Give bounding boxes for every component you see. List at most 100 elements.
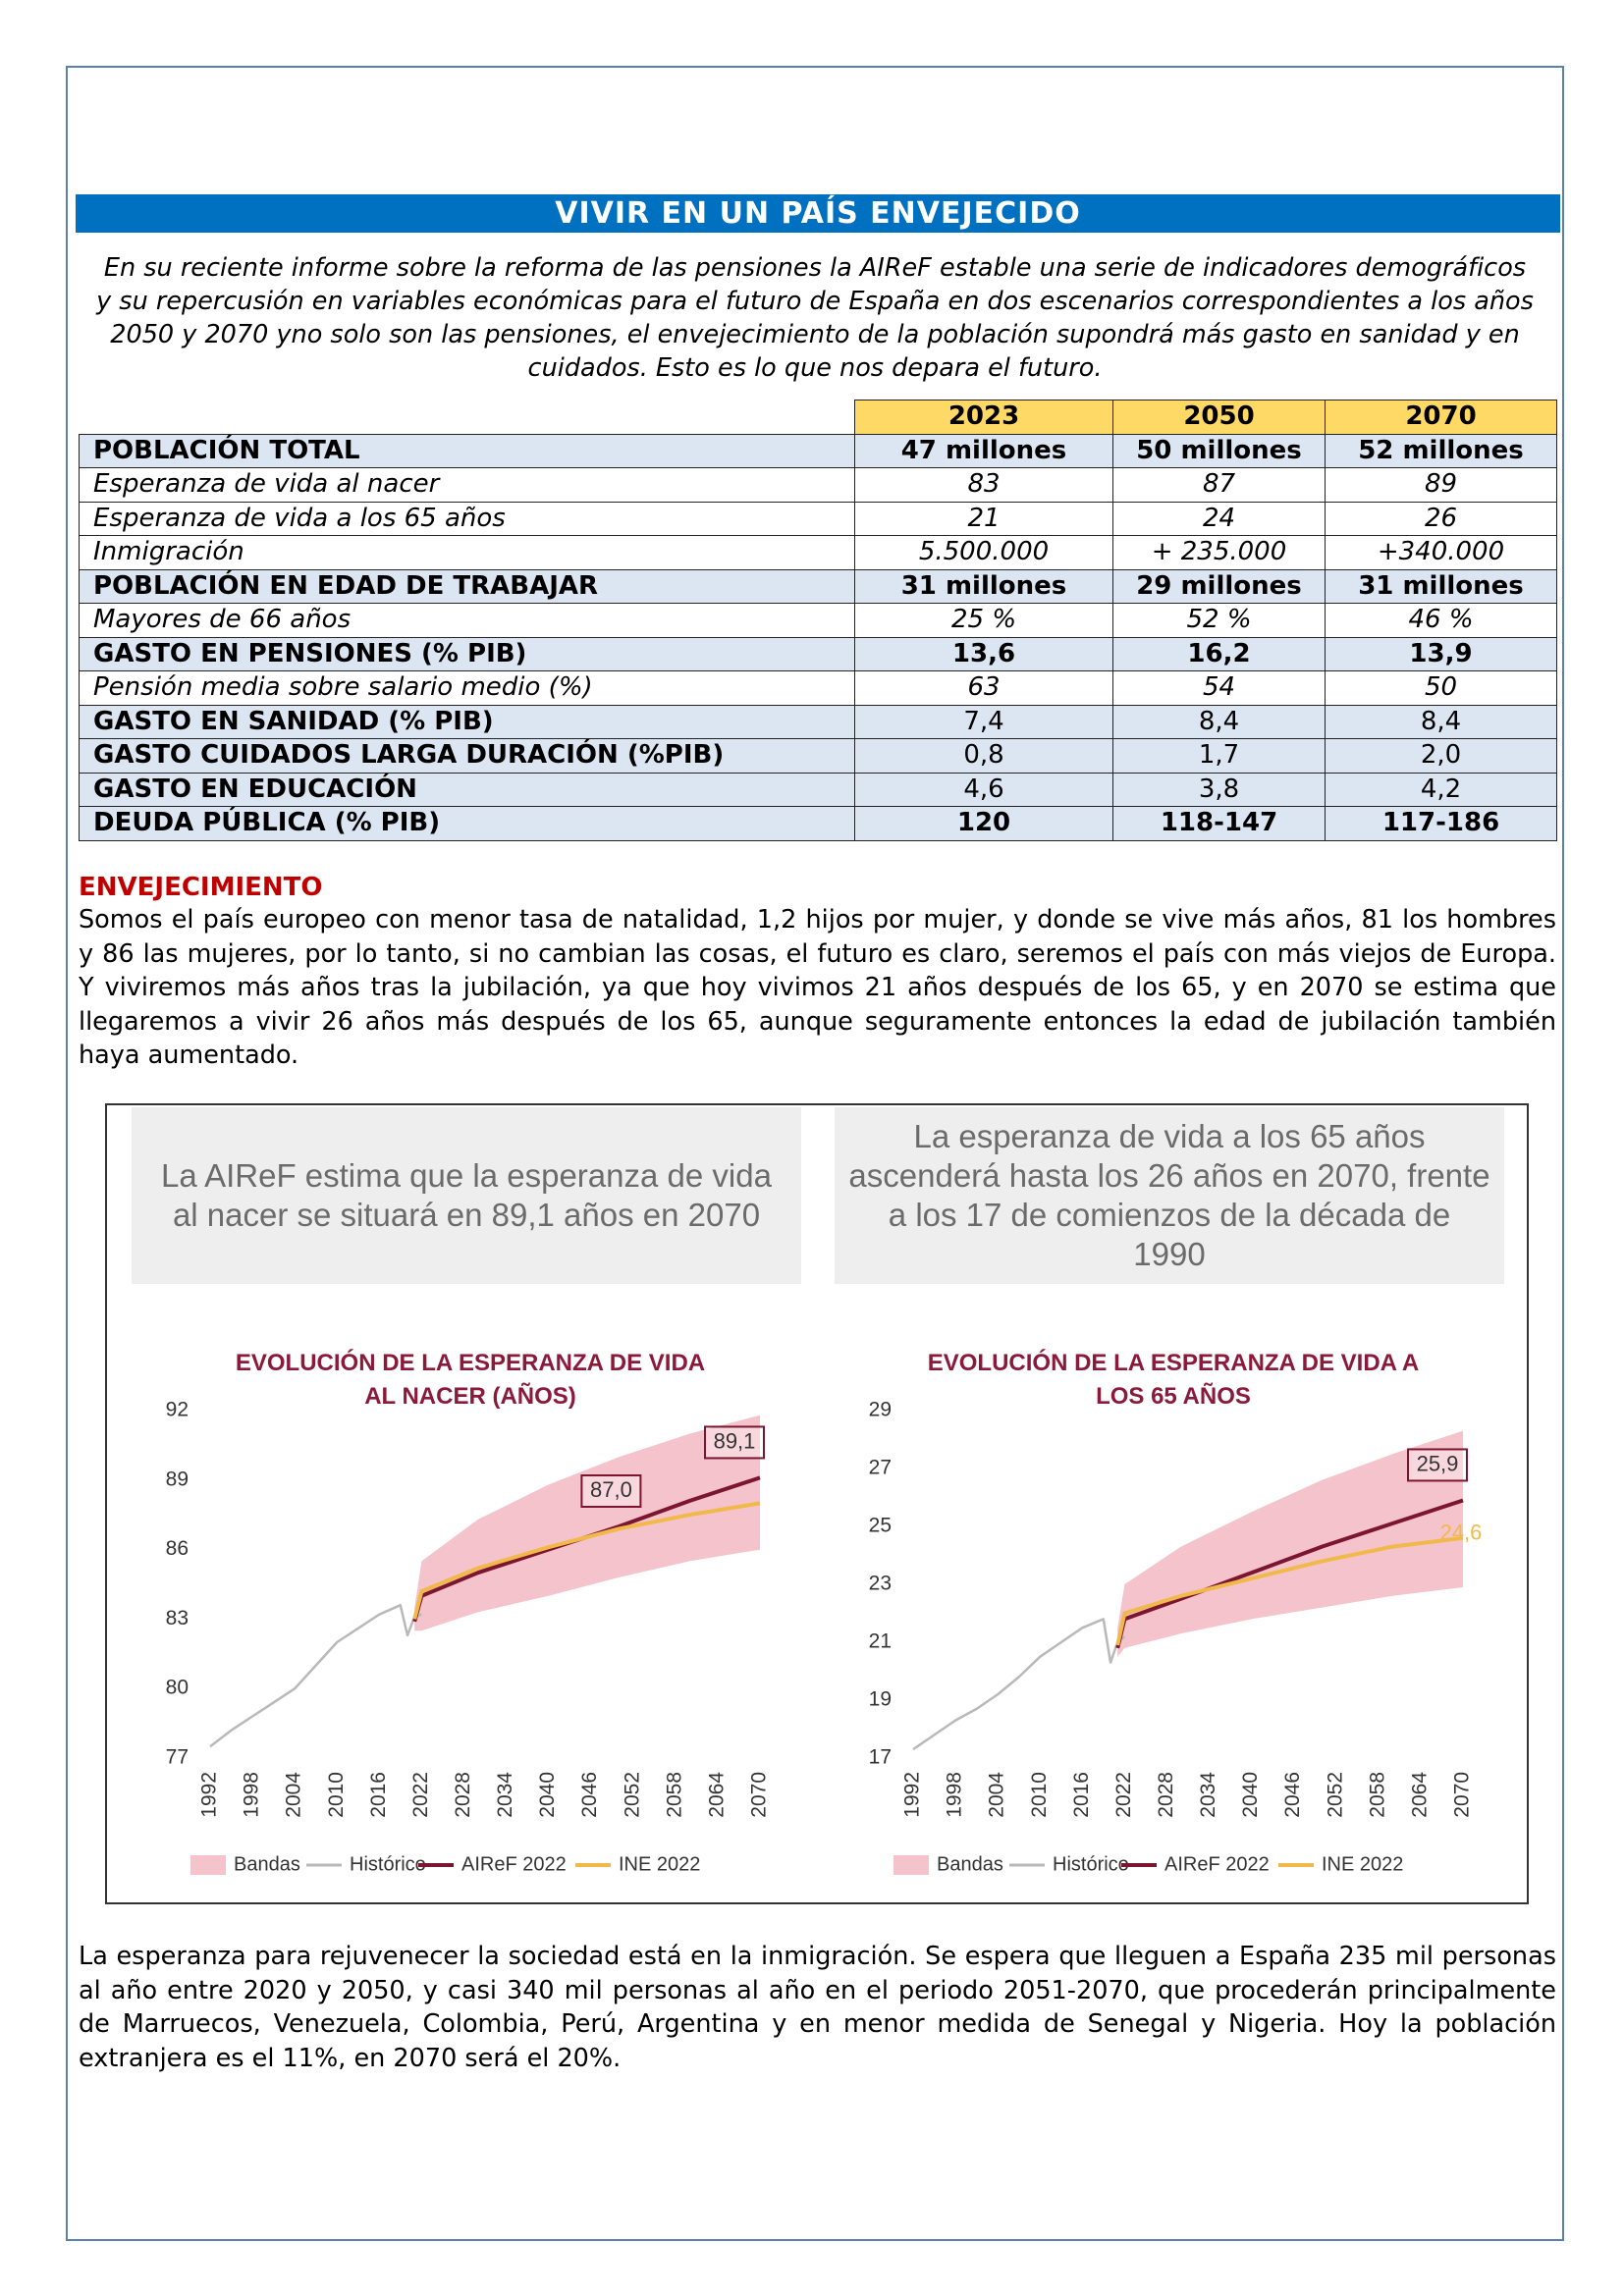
x-tick-label: 2016	[1070, 1772, 1093, 1818]
y-tick-label: 21	[869, 1630, 892, 1653]
x-tick-label: 2040	[1239, 1772, 1262, 1818]
legend-label: AIReF 2022	[461, 1853, 567, 1875]
legend-label: Histórico	[350, 1853, 426, 1875]
x-tick-label: 2004	[283, 1772, 305, 1818]
table-cell: +340.000	[1325, 535, 1557, 570]
x-tick-label: 2034	[494, 1772, 516, 1818]
value-label-box	[580, 1474, 642, 1508]
table-row: Esperanza de vida al nacer 83 87 89	[79, 467, 1557, 503]
title-bar: VIVIR EN UN PAÍS ENVEJECIDO	[76, 194, 1560, 233]
chart-title: EVOLUCIÓN DE LA ESPERANZA DE VIDA AL NAC…	[235, 1350, 706, 1410]
table-cell: 120	[854, 806, 1113, 841]
indicators-table: 2023 2050 2070 POBLACIÓN TOTAL 47 millones 5…	[79, 400, 1557, 841]
legend-label: Histórico	[1053, 1853, 1129, 1875]
x-tick-label: 2058	[1366, 1772, 1388, 1818]
blank-cell	[80, 400, 855, 435]
chart: 77 80 83 86 89 92 1992 1998 2004 2010 2016 2022 2028…	[166, 1399, 771, 1876]
table-cell: 89	[1325, 467, 1557, 503]
table-cell: 47 millones	[854, 433, 1113, 468]
y-tick-label: 92	[166, 1399, 189, 1421]
table-cell: 0,8	[854, 738, 1113, 774]
table-cell: 50	[1325, 670, 1557, 706]
x-tick-label: 2052	[621, 1772, 643, 1818]
table-cell: 52 %	[1112, 603, 1326, 638]
y-tick-label: 83	[166, 1607, 189, 1629]
x-tick-label: 2004	[986, 1772, 1008, 1818]
legend-label: Bandas	[234, 1853, 300, 1875]
y-tick-label: 19	[869, 1688, 892, 1711]
paragraph: Somos el país europeo con menor tasa de …	[79, 905, 1556, 1070]
x-tick-label: 2016	[367, 1772, 390, 1818]
x-tick-label: 2028	[1155, 1772, 1177, 1818]
x-tick-label: 2022	[1112, 1772, 1135, 1818]
row-label: GASTO EN PENSIONES (% PIB)	[79, 636, 855, 671]
row-label: POBLACIÓN EN EDAD DE TRABAJAR	[79, 568, 855, 604]
legend-label: INE 2022	[619, 1853, 700, 1875]
table-cell: 8,4	[1112, 704, 1326, 739]
x-tick-label: 2010	[1028, 1772, 1051, 1818]
table-cell: 117-186	[1325, 806, 1557, 841]
chart-headline: La esperanza de vida a los 65 años ascen…	[835, 1107, 1504, 1284]
table-cell: 7,4	[854, 704, 1113, 739]
table-cell: 25 %	[854, 603, 1113, 638]
y-tick-label: 29	[869, 1399, 892, 1421]
y-tick-label: 77	[166, 1746, 189, 1769]
y-tick-label: 25	[869, 1515, 892, 1537]
x-tick-label: 2022	[409, 1772, 432, 1818]
series-line	[912, 1618, 1126, 1751]
intro: En su reciente informe sobre la reforma …	[96, 253, 1534, 383]
legend-label: Bandas	[937, 1853, 1003, 1875]
table-cell: 21	[854, 501, 1113, 536]
table-row: GASTO EN SANIDAD (% PIB) 7,4 8,4 8,4	[79, 704, 1557, 739]
legend-label: AIReF 2022	[1164, 1853, 1270, 1875]
section-title: ENVEJECIMIENTO	[79, 873, 323, 902]
x-tick-label: 2046	[578, 1772, 601, 1818]
table-cell: 83	[854, 467, 1113, 503]
row-label: GASTO EN SANIDAD (% PIB)	[79, 704, 855, 739]
band-area	[1117, 1430, 1463, 1657]
x-tick-label: 2070	[748, 1772, 771, 1818]
table-cell: 63	[854, 670, 1113, 706]
table-cell: 118-147	[1112, 806, 1326, 841]
series-line	[1115, 1535, 1464, 1646]
page-frame	[66, 66, 1564, 2241]
table-cell: 16,2	[1112, 636, 1326, 671]
table-row: GASTO CUIDADOS LARGA DURACIÓN (%PIB) 0,8 1…	[79, 738, 1557, 774]
series-line	[412, 1501, 761, 1620]
table-row: Pensión media sobre salario medio (%) 63 5…	[79, 670, 1557, 706]
table-row: DEUDA PÚBLICA (% PIB) 120 118-147 117-186	[79, 806, 1557, 841]
x-tick-label: 1992	[901, 1772, 924, 1818]
y-tick-label: 86	[166, 1537, 189, 1560]
table-row: Mayores de 66 años 25 % 52 % 46 %	[79, 603, 1557, 638]
chart-panel: EVOLUCIÓN DE LA ESPERANZA DE VIDA AL NAC…	[132, 1284, 801, 1897]
value-label-box	[1407, 1448, 1468, 1482]
legend-swatch	[190, 1855, 226, 1875]
table-cell: 26	[1325, 501, 1557, 536]
table-cell: 29 millones	[1112, 568, 1326, 604]
chart-panel: EVOLUCIÓN DE LA ESPERANZA DE VIDA A LOS …	[835, 1284, 1504, 1897]
y-tick-label: 27	[869, 1457, 892, 1479]
table-cell: 1,7	[1112, 738, 1326, 774]
table-row: Esperanza de vida a los 65 años 21 24 26	[79, 501, 1557, 536]
x-tick-label: 2058	[663, 1772, 685, 1818]
table-row: GASTO EN EDUCACIÓN 4,6 3,8 4,2	[79, 772, 1557, 807]
x-tick-label: 1998	[241, 1772, 263, 1818]
x-tick-label: 1998	[944, 1772, 966, 1818]
y-tick-label: 89	[166, 1468, 189, 1490]
x-tick-label: 2046	[1281, 1772, 1304, 1818]
paragraph: La esperanza para rejuvenecer la socieda…	[79, 1942, 1556, 2073]
table-cell: 54	[1112, 670, 1326, 706]
row-label: GASTO EN EDUCACIÓN	[79, 772, 855, 807]
legend-swatch	[893, 1855, 929, 1875]
series-line	[209, 1603, 422, 1748]
x-tick-label: 2010	[325, 1772, 348, 1818]
legend-label: INE 2022	[1322, 1853, 1403, 1875]
chart-title: EVOLUCIÓN DE LA ESPERANZA DE VIDA A LOS …	[927, 1350, 1420, 1410]
chart: 17 19 21 23 25 27 29 1992 1998 2004 2010 2016 2022 20…	[869, 1399, 1483, 1876]
table-header: 2023 2050 2070	[80, 400, 1557, 435]
value-label: 89,1	[714, 1428, 756, 1453]
row-label: Esperanza de vida a los 65 años	[79, 501, 855, 536]
value-label-box	[704, 1425, 765, 1460]
row-label: GASTO CUIDADOS LARGA DURACIÓN (%PIB)	[79, 738, 855, 774]
